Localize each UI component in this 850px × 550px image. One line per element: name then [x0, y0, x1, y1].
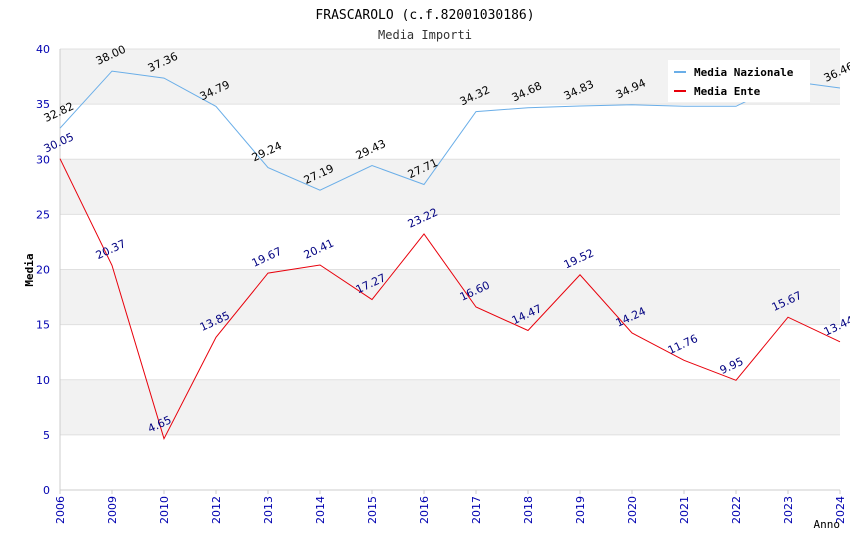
plot-band: [60, 379, 840, 435]
y-axis-label: Media: [23, 253, 36, 286]
legend-entry: Media Nazionale: [694, 66, 794, 79]
x-tick-label: 2021: [678, 496, 691, 524]
x-tick-label: 2009: [106, 496, 119, 524]
y-tick-label: 10: [36, 374, 50, 387]
series-lines: [59, 70, 841, 441]
series-line-media-ente: [59, 158, 841, 441]
plot-band: [60, 434, 840, 490]
x-tick-label: 2014: [314, 496, 327, 524]
x-tick-label: 2010: [158, 496, 171, 524]
y-tick-label: 35: [36, 98, 50, 111]
x-tick-label: 2016: [418, 496, 431, 524]
legend: Media Nazionale Media Ente: [668, 60, 810, 102]
plot-band: [60, 104, 840, 160]
chart-subtitle: Media Importi: [378, 28, 472, 42]
y-tick-label: 20: [36, 264, 50, 277]
x-tick-label: 2006: [54, 496, 67, 524]
y-axis: 0 5 10 15 20 25 30 35 40: [36, 43, 50, 497]
x-tick-label: 2015: [366, 496, 379, 524]
x-tick-label: 2017: [470, 496, 483, 524]
x-tick-label: 2024: [834, 496, 847, 524]
plot-background: [59, 48, 840, 491]
x-tick-label: 2018: [522, 496, 535, 524]
y-tick-label: 15: [36, 319, 50, 332]
chart-title: FRASCAROLO (c.f.82001030186): [315, 8, 534, 23]
x-tick-label: 2013: [262, 496, 275, 524]
x-axis: 2006 2009 2010 2012 2013 2014 2015 2016 2017 2018…: [54, 490, 847, 524]
x-tick-label: 2019: [574, 496, 587, 524]
y-tick-label: 5: [43, 429, 50, 442]
y-tick-label: 25: [36, 208, 50, 221]
x-tick-label: 2020: [626, 496, 639, 524]
plot-band: [60, 159, 840, 215]
legend-box: [668, 60, 810, 102]
legend-entry: Media Ente: [694, 85, 761, 98]
y-tick-label: 0: [43, 484, 50, 497]
x-tick-label: 2022: [730, 496, 743, 524]
y-tick-label: 40: [36, 43, 50, 56]
y-tick-label: 30: [36, 153, 50, 166]
plot-band: [60, 269, 840, 325]
series-line-media-nazionale: [59, 70, 841, 191]
x-tick-label: 2012: [210, 496, 223, 524]
x-tick-label: 2023: [782, 496, 795, 524]
plot-band: [60, 214, 840, 270]
x-axis-label: Anno: [814, 518, 841, 531]
